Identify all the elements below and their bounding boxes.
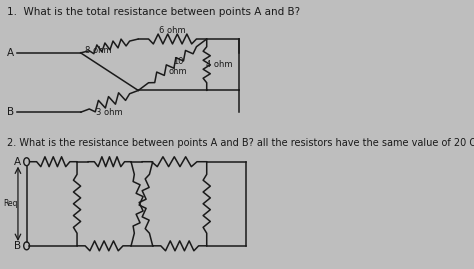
Text: 2. What is the resistance between points A and B? all the resistors have the sam: 2. What is the resistance between points… (7, 138, 474, 148)
Text: A: A (7, 48, 14, 58)
Text: B: B (14, 241, 21, 251)
Text: 1.  What is the total resistance between points A and B?: 1. What is the total resistance between … (7, 7, 300, 17)
Text: Req: Req (3, 199, 18, 208)
Text: 3 ohm: 3 ohm (96, 108, 123, 117)
Text: A: A (14, 157, 21, 167)
Text: B: B (7, 107, 14, 117)
Text: 10
ohm: 10 ohm (169, 57, 188, 76)
Text: 6 ohm: 6 ohm (159, 26, 186, 35)
Text: 4 ohm: 4 ohm (207, 60, 233, 69)
Text: 8 ohm: 8 ohm (85, 46, 111, 55)
